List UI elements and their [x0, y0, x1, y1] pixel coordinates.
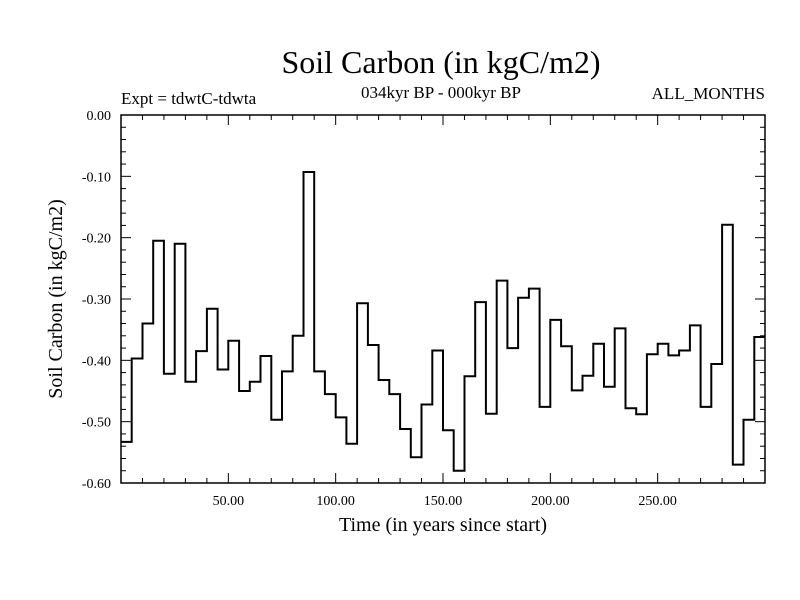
months-label: ALL_MONTHS	[652, 84, 765, 103]
y-axis-title: Soil Carbon (in kgC/m2)	[45, 199, 67, 398]
data-series-line	[121, 171, 765, 472]
y-tick-label: -0.10	[82, 170, 111, 185]
x-tick-label: 150.00	[424, 494, 463, 509]
experiment-label: Expt = tdwtC-tdwta	[121, 89, 257, 108]
x-tick-label: 250.00	[638, 494, 677, 509]
x-tick-label: 100.00	[316, 494, 355, 509]
y-tick-labels: 0.00 -0.10 -0.20 -0.30 -0.40 -0.50 -0.60	[82, 109, 111, 492]
y-tick-label: -0.60	[82, 477, 111, 492]
y-tick-label: -0.40	[82, 354, 111, 369]
y-tick-label: -0.20	[82, 232, 111, 247]
plot-frame	[120, 114, 766, 484]
y-tick-label: 0.00	[87, 109, 112, 124]
y-tick-label: -0.30	[82, 293, 111, 308]
x-tick-label: 200.00	[531, 494, 570, 509]
x-tick-label: 50.00	[213, 494, 245, 509]
chart-title: Soil Carbon (in kgC/m2)	[281, 44, 600, 80]
x-axis-title: Time (in years since start)	[339, 514, 547, 536]
x-tick-labels: 50.00 100.00 150.00 200.00 250.00	[213, 494, 677, 509]
period-label: 034kyr BP - 000kyr BP	[361, 83, 521, 102]
y-tick-label: -0.50	[82, 416, 111, 431]
